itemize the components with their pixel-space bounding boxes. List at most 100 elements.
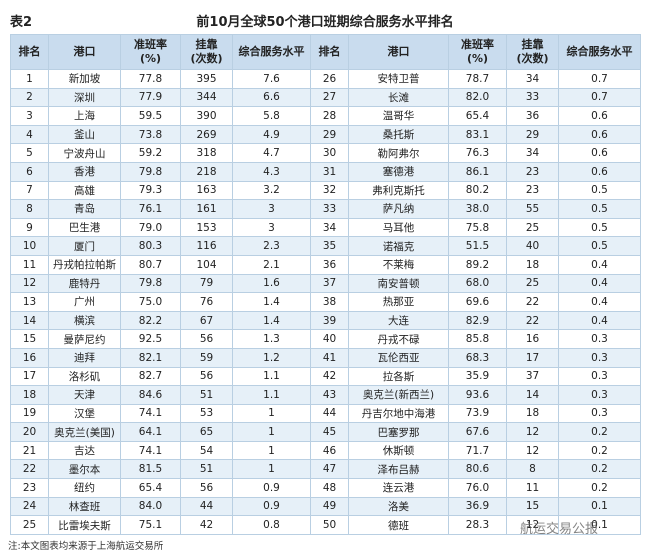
table-cell: 65.4 <box>120 478 181 498</box>
table-cell: 46 <box>310 440 349 461</box>
table-cell: 36 <box>310 254 349 275</box>
table-cell: 1 <box>232 459 311 480</box>
footnote: 注:本文图表均来源于上海航运交易所 <box>8 541 164 552</box>
table-cell: 0.6 <box>558 106 641 126</box>
table-cell: 35.9 <box>448 366 507 387</box>
table-cell: 1.1 <box>232 366 311 387</box>
table-cell: 56 <box>180 366 233 387</box>
table-cell: 82.9 <box>448 310 507 331</box>
table-cell: 395 <box>180 69 233 89</box>
table-cell: 12 <box>506 422 559 442</box>
table-cell: 15 <box>10 329 49 349</box>
table-cell: 0.7 <box>558 87 641 108</box>
table-cell: 82.2 <box>120 310 181 331</box>
table-row: 1 新加坡 77.8 395 7.6 26 安特卫普 78.7 34 0.7 <box>10 69 641 89</box>
table-cell: 161 <box>180 199 233 219</box>
table-cell: 12 <box>506 515 559 535</box>
table-cell: 0.3 <box>558 366 641 387</box>
table-cell: 迪拜 <box>48 347 121 368</box>
table-cell: 桑托斯 <box>348 124 449 145</box>
table-cell: 1 <box>232 403 311 424</box>
table-cell: 釜山 <box>48 124 121 145</box>
table-cell: 75.1 <box>120 515 181 535</box>
table-cell: 59.2 <box>120 143 181 163</box>
table-cell: 奥克兰(新西兰) <box>348 385 449 405</box>
table-cell: 13 <box>10 292 49 312</box>
table-cell: 54 <box>180 440 233 461</box>
table-cell: 大连 <box>348 310 449 331</box>
table-cell: 34 <box>310 217 349 238</box>
table-cell: 77.9 <box>120 87 181 108</box>
column-header: 排名 <box>10 34 49 70</box>
table-cell: 81.5 <box>120 459 181 480</box>
table-cell: 78.7 <box>448 69 507 89</box>
table-cell: 2 <box>10 87 49 108</box>
table-cell: 26 <box>310 69 349 89</box>
table-cell: 89.2 <box>448 254 507 275</box>
table-cell: 8 <box>506 459 559 480</box>
table-cell: 73.8 <box>120 124 181 145</box>
table-cell: 丹戎不碌 <box>348 329 449 349</box>
table-cell: 79.3 <box>120 180 181 201</box>
table-row: 14 横滨 82.2 67 1.4 39 大连 82.9 22 0.4 <box>10 310 641 331</box>
table-cell: 0.5 <box>558 180 641 201</box>
table-cell: 2.1 <box>232 254 311 275</box>
watermark: 航运交易公报 <box>520 522 599 537</box>
table-cell: 32 <box>310 180 349 201</box>
table-cell: 弗利克斯托 <box>348 180 449 201</box>
table-cell: 0.5 <box>558 217 641 238</box>
ranking-table: 排名 港口 准班率 (%) 挂靠 (次数) 综合服务水平 排名 港口 准班率 (%) 挂靠 (次… <box>10 34 641 535</box>
table-cell: 4.7 <box>232 143 311 163</box>
table-cell: 17 <box>506 347 559 368</box>
table-row: 15 曼萨尼约 92.5 56 1.3 40 丹戎不碌 85.8 16 0.3 <box>10 329 641 349</box>
table-cell: 44 <box>310 403 349 424</box>
table-cell: 7 <box>10 180 49 201</box>
table-cell: 14 <box>506 385 559 405</box>
table-cell: 37 <box>506 366 559 387</box>
table-cell: 74.1 <box>120 440 181 461</box>
table-cell: 65 <box>180 422 233 442</box>
table-cell: 马耳他 <box>348 217 449 238</box>
table-cell: 36.9 <box>448 496 507 517</box>
table-cell: 比雷埃夫斯 <box>48 515 121 535</box>
table-row: 9 巴生港 79.0 153 3 34 马耳他 75.8 25 0.5 <box>10 217 641 238</box>
table-cell: 65.4 <box>448 106 507 126</box>
table-cell: 新加坡 <box>48 69 121 89</box>
table-cell: 墨尔本 <box>48 459 121 480</box>
table-cell: 82.0 <box>448 87 507 108</box>
table-cell: 104 <box>180 254 233 275</box>
table-cell: 344 <box>180 87 233 108</box>
table-cell: 汉堡 <box>48 403 121 424</box>
table-cell: 71.7 <box>448 440 507 461</box>
table-cell: 42 <box>310 366 349 387</box>
table-cell: 53 <box>180 403 233 424</box>
table-cell: 丹吉尔地中海港 <box>348 403 449 424</box>
table-cell: 74.1 <box>120 403 181 424</box>
table-cell: 19 <box>10 403 49 424</box>
table-row: 24 林查班 84.0 44 0.9 49 洛美 36.9 15 0.1 <box>10 496 641 517</box>
table-cell: 86.1 <box>448 161 507 182</box>
table-cell: 0.3 <box>558 329 641 349</box>
table-cell: 连云港 <box>348 478 449 498</box>
column-header: 排名 <box>310 34 349 70</box>
table-cell: 51.5 <box>448 236 507 256</box>
table-cell: 55 <box>506 199 559 219</box>
table-cell: 318 <box>180 143 233 163</box>
table-cell: 80.2 <box>448 180 507 201</box>
table-body: 1 新加坡 77.8 395 7.6 26 安特卫普 78.7 34 0.7 2 深圳 77.9 344 6… <box>10 69 641 535</box>
table-cell: 56 <box>180 478 233 498</box>
table-cell: 0.5 <box>558 199 641 219</box>
table-cell: 35 <box>310 236 349 256</box>
table-cell: 82.7 <box>120 366 181 387</box>
table-cell: 80.3 <box>120 236 181 256</box>
table-cell: 29 <box>506 124 559 145</box>
table-row: 2 深圳 77.9 344 6.6 27 长滩 82.0 33 0.7 <box>10 87 641 108</box>
table-cell: 84.0 <box>120 496 181 517</box>
table-cell: 安特卫普 <box>348 69 449 89</box>
table-cell: 7.6 <box>232 69 311 89</box>
table-cell: 21 <box>10 440 49 461</box>
table-cell: 1 <box>10 69 49 89</box>
table-row: 18 天津 84.6 51 1.1 43 奥克兰(新西兰) 93.6 14 0.3 <box>10 385 641 405</box>
table-cell: 横滨 <box>48 310 121 331</box>
